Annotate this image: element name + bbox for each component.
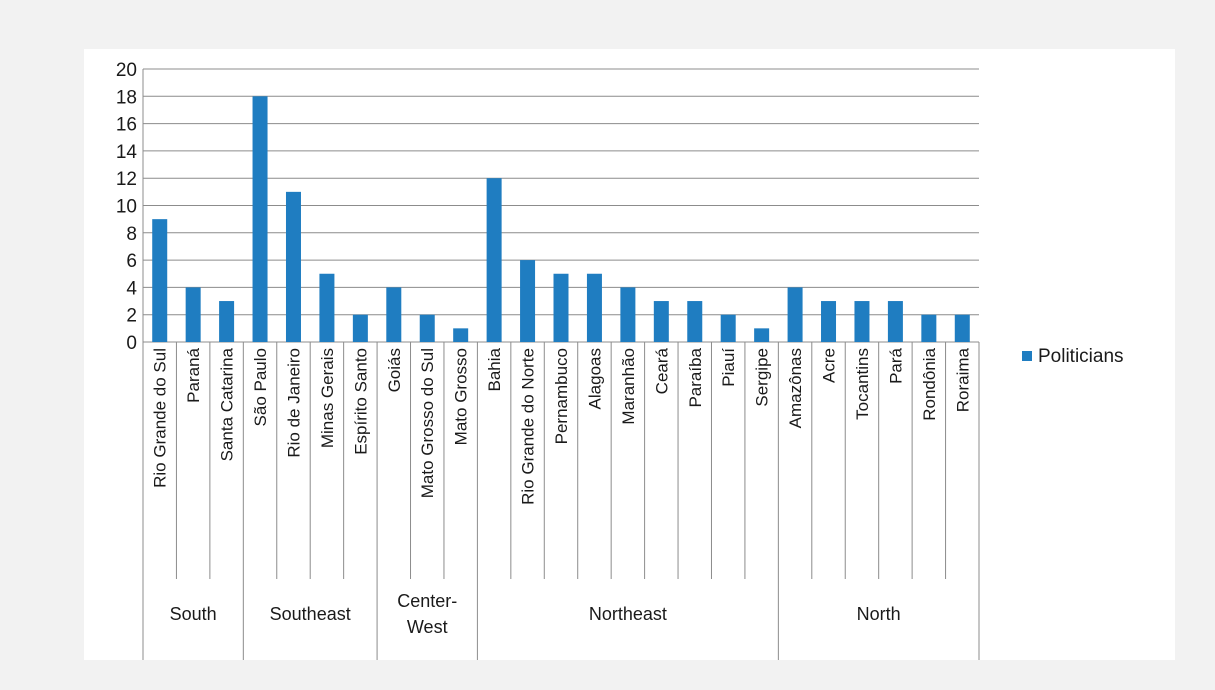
category-label-bahia: Bahia	[485, 347, 504, 391]
legend-swatch	[1022, 351, 1032, 361]
bar-paraiba	[687, 301, 703, 342]
category-label-amazonas: Amazônas	[786, 348, 805, 428]
bar-alagoas	[586, 273, 602, 342]
category-label-acre: Acre	[820, 348, 839, 383]
bar-chart: 0 2 4 6 8 10 12 14 16 18 20 Rio Grande do Sul Paran…	[116, 60, 1124, 660]
y-tick-label-2: 2	[126, 306, 137, 327]
chart-panel: 0 2 4 6 8 10 12 14 16 18 20 Rio Grande do Sul Paran…	[84, 49, 1175, 660]
bar-rio-grande-do-sul	[152, 219, 168, 342]
y-tick-label-8: 8	[126, 224, 137, 245]
bar-bahia	[486, 178, 502, 342]
grid-lines	[143, 68, 979, 343]
category-label-sergipe: Sergipe	[753, 348, 772, 407]
category-label-roraima: Roraima	[953, 347, 972, 412]
group-label-southeast: Southeast	[270, 604, 351, 624]
category-label-goias: Goiás	[385, 348, 404, 392]
legend: Politicians	[1022, 346, 1124, 367]
y-tick-label-0: 0	[126, 333, 137, 354]
bar-maranhao	[620, 287, 636, 342]
bar-rio-grande-do-norte	[520, 260, 536, 342]
category-label-santa-catarina: Santa Catarina	[218, 347, 237, 461]
y-tick-label-16: 16	[116, 115, 137, 136]
y-tick-labels: 0 2 4 6 8 10 12 14 16 18 20	[116, 60, 138, 354]
bars	[152, 96, 970, 342]
bar-mato-grosso	[453, 328, 469, 342]
bar-minas-gerais	[319, 273, 335, 342]
bar-rio-de-janeiro	[285, 191, 301, 342]
bar-piaui	[720, 314, 736, 342]
category-label-ceara: Ceará	[652, 347, 671, 394]
y-tick-label-18: 18	[116, 87, 137, 108]
y-tick-label-14: 14	[116, 142, 138, 163]
category-label-rio-grande-do-norte: Rio Grande do Norte	[519, 348, 538, 505]
category-label-mato-grosso-do-sul: Mato Grosso do Sul	[418, 348, 437, 498]
bar-ceara	[653, 301, 669, 342]
category-label-rio-de-janeiro: Rio de Janeiro	[284, 348, 303, 458]
bar-espirito-santo	[352, 314, 368, 342]
category-label-paraiba: Paraíba	[686, 347, 705, 407]
bar-mato-grosso-do-sul	[419, 314, 435, 342]
y-tick-label-20: 20	[116, 60, 137, 81]
category-labels: Rio Grande do Sul Paraná Santa Catarina São…	[151, 347, 973, 504]
category-label-tocantins: Tocantins	[853, 348, 872, 420]
group-label-north: North	[857, 604, 901, 624]
bar-acre	[821, 301, 837, 342]
category-label-espirito-santo: Espírito Santo	[351, 348, 370, 455]
group-labels: South Southeast Center-West Northeast North	[170, 591, 901, 637]
bar-pernambuco	[553, 273, 569, 342]
category-label-maranhao: Maranhão	[619, 348, 638, 425]
category-label-para: Pará	[886, 347, 905, 383]
bar-sergipe	[754, 328, 770, 342]
y-tick-label-6: 6	[126, 251, 137, 272]
category-label-alagoas: Alagoas	[585, 348, 604, 409]
group-label-northeast: Northeast	[589, 604, 667, 624]
category-label-mato-grosso: Mato Grosso	[452, 348, 471, 445]
category-label-rio-grande-do-sul: Rio Grande do Sul	[151, 348, 170, 488]
bar-santa-catarina	[219, 301, 235, 342]
bar-parana	[185, 287, 201, 342]
bar-amazonas	[787, 287, 803, 342]
axes	[142, 69, 980, 660]
bar-goias	[386, 287, 402, 342]
bar-para	[887, 301, 903, 342]
group-label-center-west: Center-West	[397, 591, 457, 637]
y-tick-label-10: 10	[116, 197, 137, 218]
category-label-minas-gerais: Minas Gerais	[318, 348, 337, 448]
category-label-pernambuco: Pernambuco	[552, 348, 571, 444]
y-tick-label-12: 12	[116, 169, 137, 190]
legend-label: Politicians	[1038, 346, 1124, 367]
y-tick-label-4: 4	[126, 278, 137, 299]
category-label-rondonia: Rondônia	[920, 347, 939, 420]
group-label-south: South	[170, 604, 217, 624]
category-label-sao-paulo: São Paulo	[251, 348, 270, 426]
bar-rondonia	[921, 314, 937, 342]
bar-tocantins	[854, 301, 870, 342]
bar-roraima	[954, 314, 970, 342]
bar-sao-paulo	[252, 96, 268, 342]
category-label-parana: Paraná	[184, 347, 203, 402]
category-label-piaui: Piauí	[719, 348, 738, 387]
